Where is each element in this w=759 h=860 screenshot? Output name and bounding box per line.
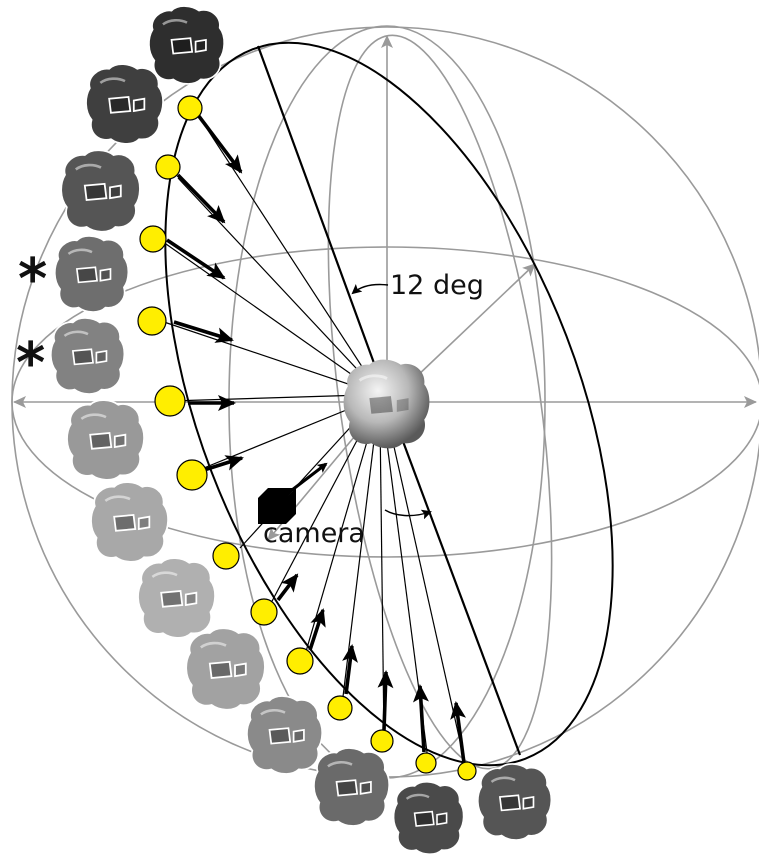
- light-sources: [137, 95, 477, 781]
- thumbnail: [245, 694, 324, 776]
- light-source-icon: [415, 752, 437, 774]
- thumbnail: [392, 780, 465, 856]
- light-source-icon: [370, 729, 394, 753]
- camera-icon: [258, 462, 328, 524]
- orbit-axis-bottom: [393, 419, 522, 756]
- thumbnail: [476, 762, 553, 842]
- light-source-icon: [250, 598, 278, 626]
- light-source-icon: [212, 542, 240, 570]
- thumbnail: [89, 480, 170, 564]
- thumbnail: [136, 556, 217, 640]
- light-source-icon: [327, 695, 353, 721]
- thumbnail: [49, 316, 126, 396]
- axis-depth-back: [414, 263, 536, 379]
- light-source-icon: [154, 385, 186, 417]
- angle-leader-bottom: [384, 509, 432, 520]
- orbit-axis-top: [256, 45, 384, 386]
- angle-leader-top: [351, 283, 389, 295]
- asterisk-icon: *: [16, 331, 45, 396]
- thumbnail: [53, 234, 130, 314]
- light-source-icon: [176, 459, 208, 491]
- thumbnail: [84, 62, 165, 146]
- angle-label: 12 deg: [390, 270, 484, 301]
- thumbnail-strip: [49, 4, 553, 856]
- light-source-icon: [155, 154, 181, 180]
- thumbnail: [59, 148, 142, 234]
- light-source-icon: [137, 306, 167, 336]
- light-orbit: [164, 41, 614, 767]
- asterisk-icon: *: [18, 247, 47, 312]
- light-source-icon: [457, 761, 477, 781]
- light-direction-arrows: [166, 113, 467, 764]
- thumbnail: [147, 4, 226, 86]
- light-source-icon: [286, 647, 314, 675]
- camera-label: camera: [263, 518, 365, 549]
- light-source-icon: [139, 225, 167, 253]
- thumbnail: [184, 626, 267, 712]
- thumbnail: [65, 398, 146, 482]
- light-source-icon: [177, 95, 203, 121]
- thumbnail: [312, 746, 391, 828]
- rock-object-icon: [342, 358, 431, 450]
